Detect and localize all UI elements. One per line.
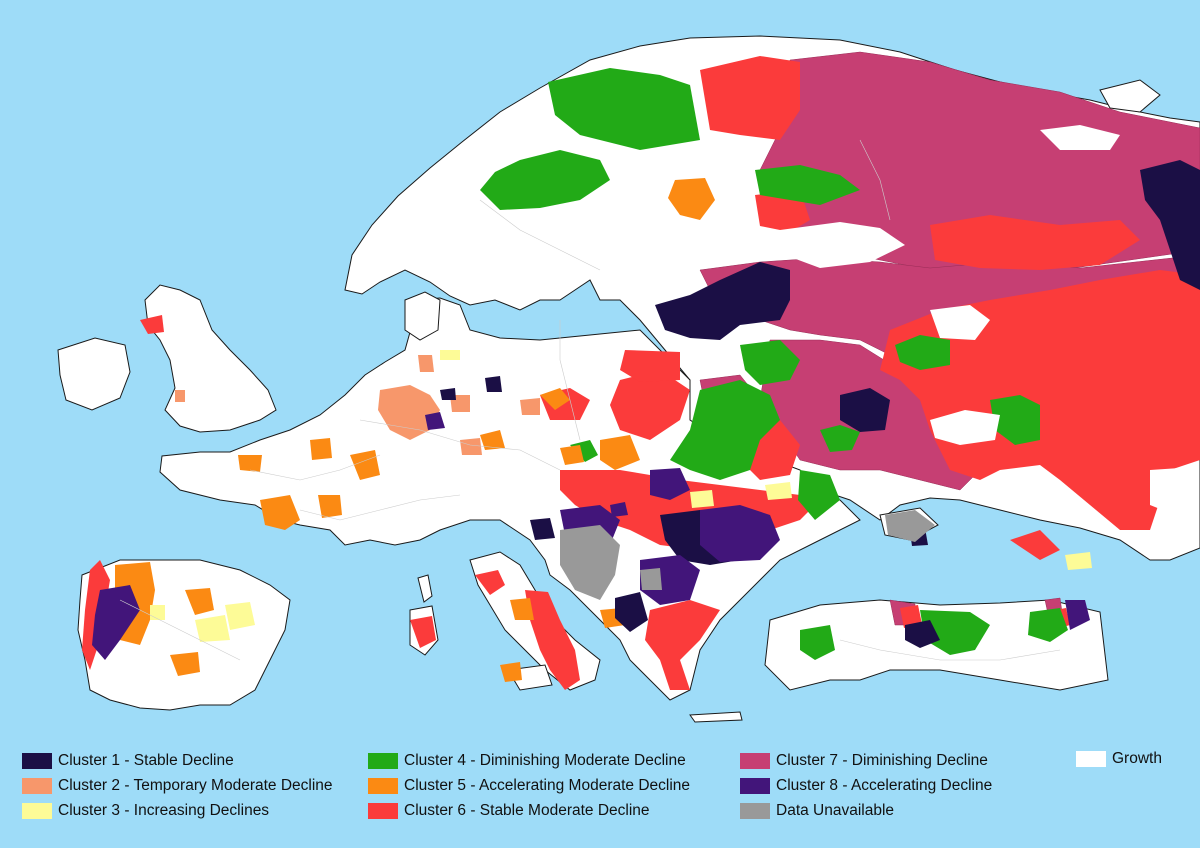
legend-swatch: [368, 778, 398, 794]
legend-label: Data Unavailable: [776, 802, 895, 819]
europe-map: [57, 35, 1200, 723]
land-corsica: [417, 574, 433, 603]
legend-swatch: [1076, 751, 1106, 767]
cluster4-regions: [480, 68, 1068, 660]
land-ireland: [57, 337, 131, 411]
legend-item-cluster1: Cluster 1 - Stable Decline: [22, 750, 234, 772]
legend-label: Cluster 4 - Diminishing Moderate Decline: [404, 752, 686, 769]
region-borders: [119, 139, 1061, 661]
legend-label: Cluster 2 - Temporary Moderate Decline: [58, 777, 333, 794]
legend-label: Cluster 1 - Stable Decline: [58, 752, 234, 769]
legend-swatch: [368, 753, 398, 769]
legend-swatch: [740, 753, 770, 769]
land-denmark: [404, 291, 441, 341]
legend-item-data-unavailable: Data Unavailable: [740, 800, 894, 822]
legend-swatch: [22, 778, 52, 794]
legend-item-cluster6: Cluster 6 - Stable Moderate Decline: [368, 800, 650, 822]
legend: Cluster 1 - Stable Decline Cluster 2 - T…: [0, 738, 1200, 848]
legend-item-cluster8: Cluster 8 - Accelerating Decline: [740, 775, 992, 797]
cluster2-regions: [175, 355, 540, 455]
legend-item-cluster5: Cluster 5 - Accelerating Moderate Declin…: [368, 775, 690, 797]
cluster5-regions: [115, 178, 715, 682]
legend-item-cluster2: Cluster 2 - Temporary Moderate Decline: [22, 775, 333, 797]
legend-swatch: [740, 803, 770, 819]
legend-swatch: [22, 803, 52, 819]
cluster-na-regions: [560, 510, 935, 600]
legend-label: Cluster 6 - Stable Moderate Decline: [404, 802, 650, 819]
legend-label: Cluster 8 - Accelerating Decline: [776, 777, 993, 794]
legend-item-cluster3: Cluster 3 - Increasing Declines: [22, 800, 269, 822]
legend-label: Cluster 3 - Increasing Declines: [58, 802, 270, 819]
legend-label: Cluster 7 - Diminishing Decline: [776, 752, 988, 769]
legend-item-cluster7: Cluster 7 - Diminishing Decline: [740, 750, 988, 772]
land-crete: [689, 711, 743, 723]
legend-swatch: [22, 753, 52, 769]
cluster3-regions: [150, 350, 1092, 642]
legend-swatch: [368, 803, 398, 819]
legend-label: Cluster 5 - Accelerating Moderate Declin…: [404, 777, 691, 794]
land-novaya: [1099, 79, 1161, 113]
legend-item-cluster4: Cluster 4 - Diminishing Moderate Decline: [368, 750, 686, 772]
cluster1-regions: [440, 160, 1200, 648]
legend-label: Growth: [1112, 750, 1162, 767]
growth-pockets: [780, 125, 1195, 515]
legend-item-growth: Growth: [1076, 748, 1162, 770]
legend-swatch: [740, 778, 770, 794]
